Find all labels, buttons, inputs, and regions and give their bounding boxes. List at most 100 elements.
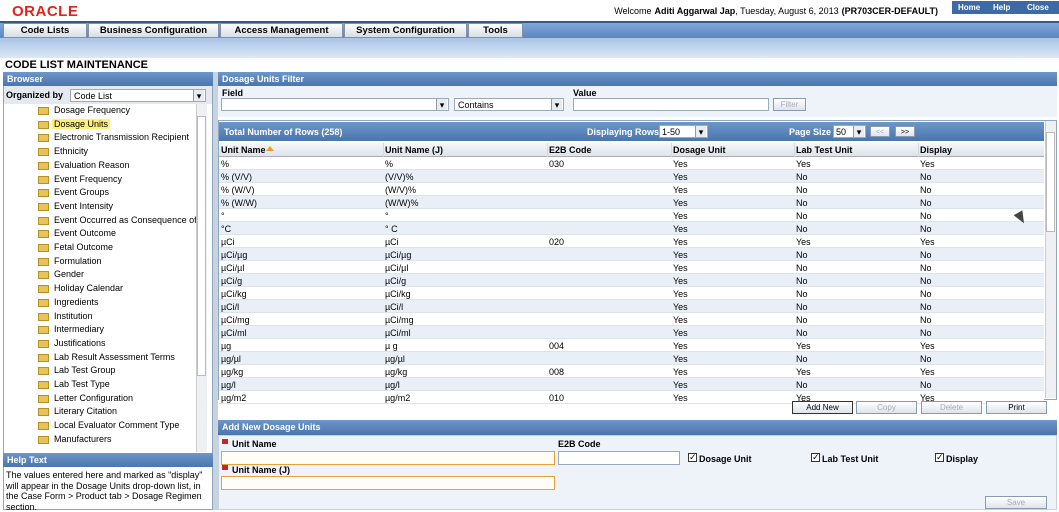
top-link[interactable]: Close [1027,3,1049,12]
tree-item[interactable]: Electronic Transmission Recipient [54,132,190,143]
action-button[interactable]: Print [986,401,1047,414]
folder-icon [38,394,49,403]
table-row[interactable] [219,170,1044,183]
e2b-label: E2B Code [558,439,601,449]
table-row[interactable] [219,313,1044,326]
prev-button[interactable]: << [870,126,890,137]
top-link[interactable]: Home [958,3,981,12]
table-row[interactable] [219,183,1044,196]
table-cell: No [796,315,808,325]
tree-item[interactable]: Dosage Frequency [54,105,131,115]
column-header[interactable]: Dosage Unit [673,145,726,155]
table-row[interactable] [219,274,1044,287]
table-cell: No [796,289,808,299]
action-button[interactable]: Add New [792,401,853,414]
unit-name-input[interactable] [221,451,555,465]
table-row[interactable] [219,248,1044,261]
tree-item[interactable]: Dosage Units [52,118,111,129]
tree-item[interactable]: Event Intensity [54,200,114,211]
tree-item[interactable]: Fetal Outcome [54,242,114,252]
folder-icon [38,189,49,198]
table-row[interactable] [219,352,1044,365]
band [0,38,1059,58]
column-header[interactable]: E2B Code [549,145,592,155]
tree-item[interactable]: Lab Test Type [54,379,110,389]
checkbox[interactable]: ✓ [811,452,820,462]
field-select[interactable] [221,98,449,111]
table-row[interactable] [219,365,1044,378]
checkbox[interactable]: ✓ [688,452,697,462]
page-size-select[interactable]: 50 [833,125,866,138]
column-header[interactable]: Display [920,145,953,155]
next-button[interactable]: >> [895,126,915,137]
menu-tab[interactable]: Code Lists [3,23,87,38]
tree-item[interactable]: Lab Result Assessment Terms [54,351,175,362]
menu-tab[interactable]: Tools [468,23,523,38]
table-row[interactable] [219,209,1044,222]
unit-name-j-input[interactable] [221,476,555,490]
action-button[interactable]: Copy [856,401,917,414]
table-row[interactable] [219,287,1044,300]
table-cell: Yes [796,367,811,377]
operator-select[interactable]: Contains [454,98,564,111]
tree-item[interactable]: Event Outcome [54,228,117,239]
tree-item[interactable]: Intermediary [54,324,105,335]
tree-item[interactable]: Letter Configuration [54,392,134,403]
save-button[interactable]: Save [985,496,1047,509]
e2b-input[interactable] [558,451,680,465]
table-cell: µCi/µg [221,250,248,260]
column-header[interactable]: Lab Test Unit [796,145,853,155]
tree-item[interactable]: Event Occurred as Consequence of [54,214,197,225]
table-cell: 020 [549,237,565,247]
table-cell: No [920,185,932,195]
tree-item[interactable]: Evaluation Reason [54,159,130,170]
tree-item[interactable]: Ingredients [54,296,99,307]
tree-item[interactable]: Formulation [54,255,102,266]
table-row[interactable] [219,326,1044,339]
tree-item[interactable]: Holiday Calendar [54,283,124,294]
menu-tab[interactable]: Access Management [220,23,343,38]
sort-icon [266,146,274,151]
tree-item[interactable]: Manufacturers [54,433,112,444]
column-header[interactable]: Unit Name [221,145,266,155]
table-cell: Yes [920,367,935,377]
table-row[interactable] [219,196,1044,209]
table-cell: Yes [673,237,688,247]
tree-item[interactable]: Local Evaluator Comment Type [54,420,180,431]
menu-tab[interactable]: Business Configuration [88,23,219,38]
table-row[interactable] [219,157,1044,170]
tree-item[interactable]: Justifications [54,337,106,348]
table-row[interactable] [219,391,1044,404]
tree-item[interactable]: Ethnicity [54,146,89,157]
column-header[interactable]: Unit Name (J) [385,145,444,155]
tree-item[interactable]: Lab Test Group [54,365,116,376]
tree-item[interactable]: Event Frequency [54,173,123,184]
table-cell: No [920,354,932,364]
table-row[interactable] [219,300,1044,313]
displaying-select[interactable]: 1-50 [659,125,708,138]
checkbox[interactable]: ✓ [935,452,944,462]
table-row[interactable] [219,261,1044,274]
table-cell: µCi/mg [221,315,250,325]
tree-item[interactable]: Literary Citation [54,406,118,417]
menu-tab[interactable]: System Configuration [344,23,467,38]
organized-select[interactable]: Code List [70,89,206,102]
table-cell: Yes [673,393,688,403]
table-cell: µg/kg [385,367,408,377]
top-link[interactable]: Help [993,3,1011,12]
value-input[interactable] [573,98,769,111]
tree-item[interactable]: Event Groups [54,187,110,198]
filter-button[interactable]: Filter [773,98,806,111]
table-row[interactable] [219,339,1044,352]
action-button[interactable]: Delete [921,401,982,414]
table-cell: No [796,302,808,312]
table-cell: % (W/W) [221,198,257,208]
table-row[interactable] [219,235,1044,248]
table-cell: µCi/l [385,302,404,312]
table-row[interactable] [219,378,1044,391]
table-cell: (W/W)% [385,198,419,208]
tree-item[interactable]: Institution [54,310,93,321]
table-row[interactable] [219,222,1044,235]
table-cell: Yes [796,159,811,169]
tree-item[interactable]: Gender [54,269,85,280]
